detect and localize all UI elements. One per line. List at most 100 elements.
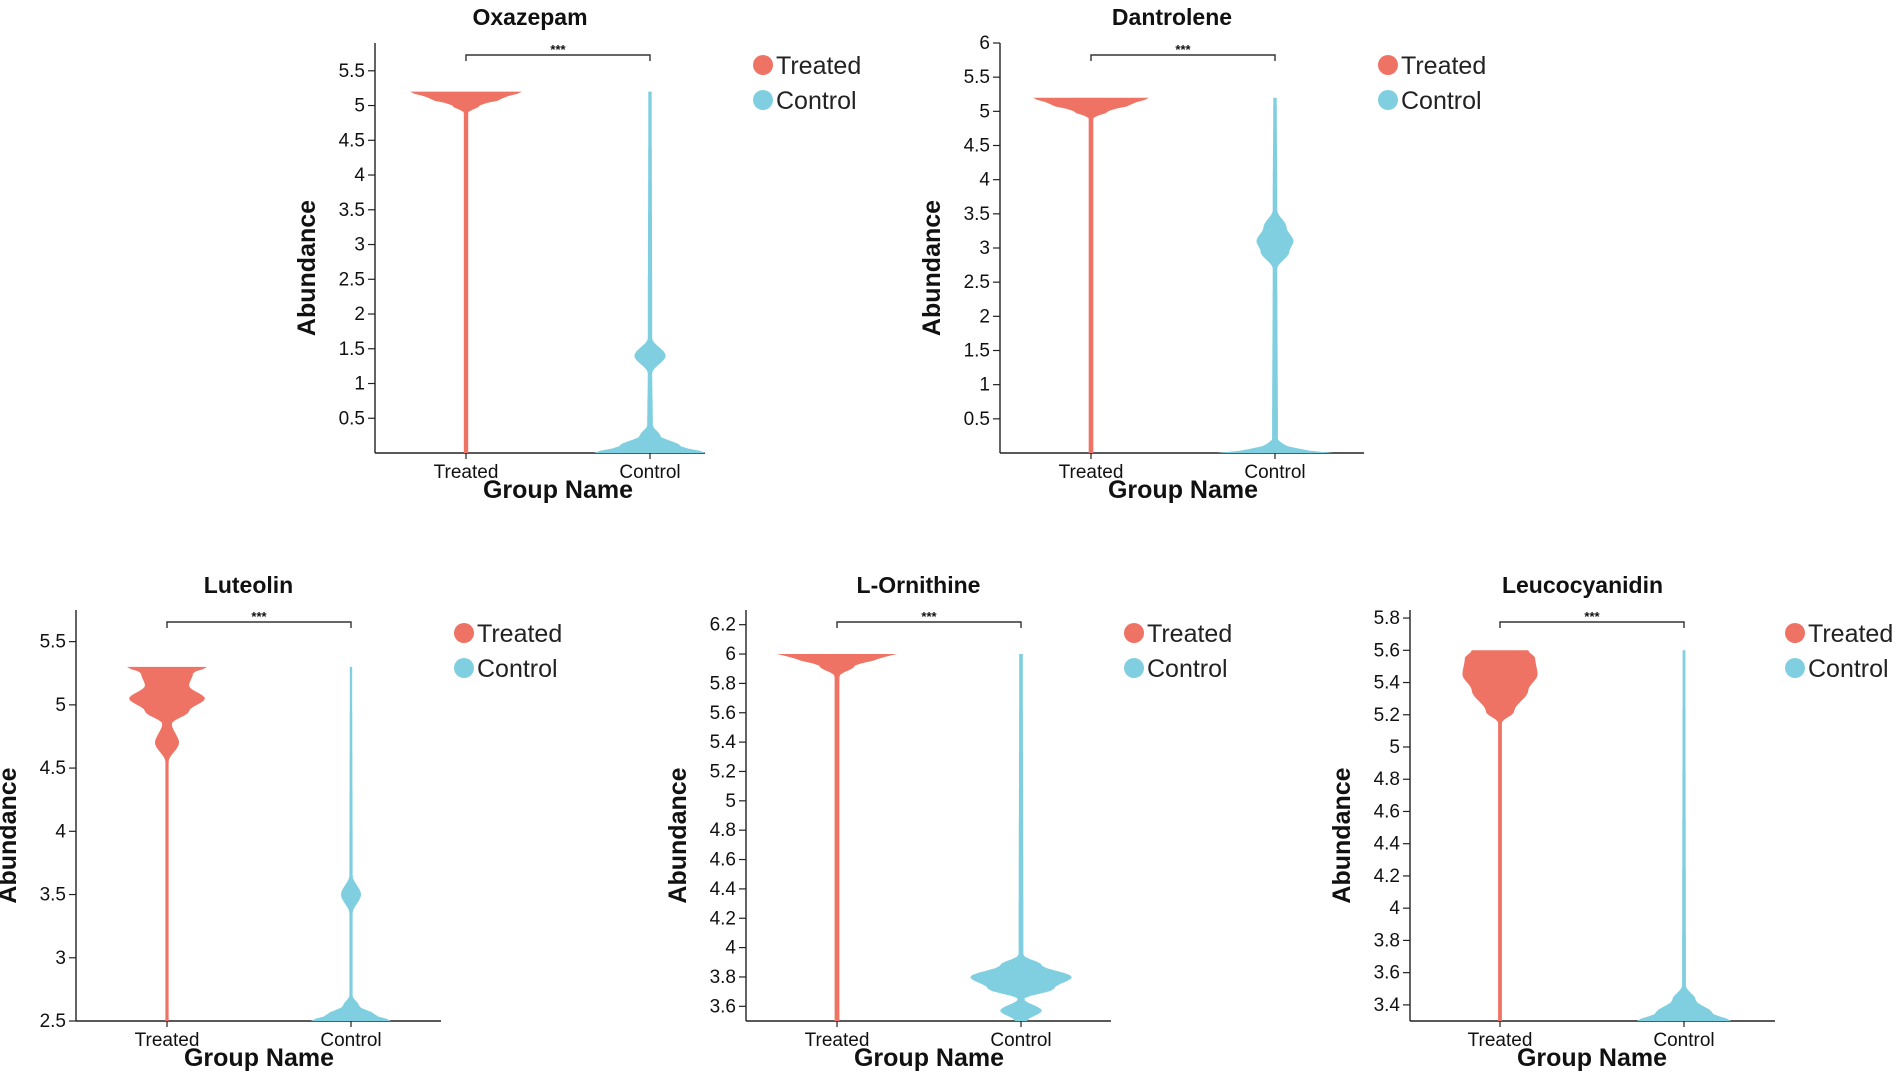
significance-bracket xyxy=(1090,54,1276,61)
y-tick-label: 4.5 xyxy=(964,136,990,157)
y-tick-label: 3.5 xyxy=(339,200,365,221)
y-tick-label: 0.5 xyxy=(964,409,990,430)
y-tick-label: 1.5 xyxy=(339,339,365,360)
violin-treated xyxy=(1462,650,1538,1021)
legend-swatch-control xyxy=(753,90,773,110)
y-tick-label: 5 xyxy=(55,695,66,716)
y-tick-label: 3.6 xyxy=(1374,963,1400,984)
x-axis-label: Group Name xyxy=(1108,476,1258,504)
significance-bracket xyxy=(1499,621,1685,628)
significance-label: *** xyxy=(921,609,937,624)
legend-label-control: Control xyxy=(1401,87,1482,115)
x-axis-label: Group Name xyxy=(1517,1044,1667,1072)
y-axis-label: Abundance xyxy=(664,767,692,903)
y-tick-label: 3.8 xyxy=(710,967,736,988)
violin-treated xyxy=(127,666,207,1021)
y-tick-label: 4.8 xyxy=(1374,769,1400,790)
legend-label-treated: Treated xyxy=(1147,620,1232,648)
y-tick-label: 4 xyxy=(979,170,990,191)
x-tick-label-control: Control xyxy=(990,1030,1051,1051)
panel-leucocyanidin: Leucocyanidin 3.4 3.6 3.8 4 4.2 4.4 4.6 4.8 5 5.2 5… xyxy=(1328,572,1893,1072)
significance-label: *** xyxy=(550,42,566,57)
y-tick-label: 3 xyxy=(354,235,365,256)
y-tick-label: 2.5 xyxy=(339,269,365,290)
y-tick-label: 4.4 xyxy=(1374,834,1401,855)
y-tick-label: 3.4 xyxy=(1374,995,1401,1016)
y-tick-label: 5 xyxy=(725,791,736,812)
y-tick-label: 5.5 xyxy=(40,632,66,653)
legend-swatch-control xyxy=(1785,658,1805,678)
violin-control xyxy=(594,91,706,453)
y-tick-label: 6 xyxy=(725,644,736,665)
y-tick-label: 1 xyxy=(354,374,365,395)
legend-label-control: Control xyxy=(1147,655,1228,683)
legend-label-control: Control xyxy=(477,655,558,683)
y-tick-label: 1.5 xyxy=(964,341,990,362)
legend-swatch-control xyxy=(1378,90,1398,110)
x-tick-label-control: Control xyxy=(320,1030,381,1051)
legend-swatch-treated xyxy=(1378,55,1398,75)
panel-luteolin: Luteolin 2.5 3 3.5 4 4.5 5 5.5 Abundance Treated C… xyxy=(0,572,562,1072)
y-tick-label: 2 xyxy=(979,306,990,327)
y-tick-label: 4.8 xyxy=(710,820,736,841)
y-tick-label: 3 xyxy=(979,238,990,259)
significance-bracket xyxy=(836,621,1022,628)
y-tick-label: 5.8 xyxy=(710,673,736,694)
legend-swatch-treated xyxy=(753,55,773,75)
y-tick-label: 5.2 xyxy=(710,761,736,782)
y-tick-label: 5.4 xyxy=(1374,673,1401,694)
legend-label-control: Control xyxy=(776,87,857,115)
y-axis-label: Abundance xyxy=(293,200,321,336)
significance-label: *** xyxy=(1584,609,1600,624)
y-tick-label: 4.4 xyxy=(710,879,737,900)
significance-bracket xyxy=(465,54,651,61)
y-tick-label: 5.4 xyxy=(710,732,737,753)
y-tick-label: 4.6 xyxy=(1374,801,1400,822)
y-tick-label: 4.5 xyxy=(339,130,365,151)
panel-oxazepam: Oxazepam 0.5 1 1.5 2 2.5 3 3.5 4 4.5 5 5.5 Abundance… xyxy=(293,4,861,504)
panel-l-ornithine: L-Ornithine 3.6 3.8 4 4.2 4.4 4.6 4.8 5 5.2 5.4 5.6… xyxy=(664,572,1232,1072)
y-tick-label: 4.2 xyxy=(1374,866,1400,887)
panel-title: L-Ornithine xyxy=(857,572,981,598)
significance-label: *** xyxy=(1175,42,1191,57)
x-tick-label-treated: Treated xyxy=(805,1030,870,1051)
x-axis-label: Group Name xyxy=(854,1044,1004,1072)
significance-bracket xyxy=(166,621,352,628)
y-tick-label: 4.2 xyxy=(710,908,736,929)
y-tick-label: 4.5 xyxy=(40,758,66,779)
panel-title: Luteolin xyxy=(204,572,293,598)
violin-control xyxy=(970,654,1072,1021)
legend-swatch-treated xyxy=(1124,623,1144,643)
x-tick-label-treated: Treated xyxy=(135,1030,200,1051)
y-tick-label: 2 xyxy=(354,304,365,325)
violin-control xyxy=(1217,97,1333,453)
y-tick-label: 4 xyxy=(1389,898,1400,919)
y-tick-label: 3.5 xyxy=(40,885,66,906)
x-axis-label: Group Name xyxy=(184,1044,334,1072)
y-tick-label: 5.6 xyxy=(1374,640,1400,661)
x-axis-label: Group Name xyxy=(483,476,633,504)
significance-label: *** xyxy=(251,609,267,624)
y-tick-label: 4.6 xyxy=(710,850,736,871)
y-axis-label: Abundance xyxy=(0,767,22,903)
y-tick-label: 5.5 xyxy=(964,67,990,88)
x-tick-label-treated: Treated xyxy=(1059,462,1124,483)
legend-swatch-control xyxy=(1124,658,1144,678)
y-tick-label: 1 xyxy=(979,375,990,396)
y-tick-label: 5.6 xyxy=(710,703,736,724)
violin-control xyxy=(1637,650,1731,1021)
y-tick-label: 5.2 xyxy=(1374,705,1400,726)
y-tick-label: 3.6 xyxy=(710,996,736,1017)
y-tick-label: 5 xyxy=(354,96,365,117)
legend-label-treated: Treated xyxy=(1808,620,1893,648)
y-tick-label: 4 xyxy=(354,165,365,186)
violin-treated xyxy=(410,91,522,453)
legend-swatch-control xyxy=(454,658,474,678)
y-tick-label: 4 xyxy=(725,938,736,959)
y-tick-label: 5.8 xyxy=(1374,608,1400,629)
legend-label-treated: Treated xyxy=(776,52,861,80)
y-tick-label: 5 xyxy=(1389,737,1400,758)
y-tick-label: 2.5 xyxy=(40,1011,66,1032)
y-tick-label: 3.5 xyxy=(964,204,990,225)
